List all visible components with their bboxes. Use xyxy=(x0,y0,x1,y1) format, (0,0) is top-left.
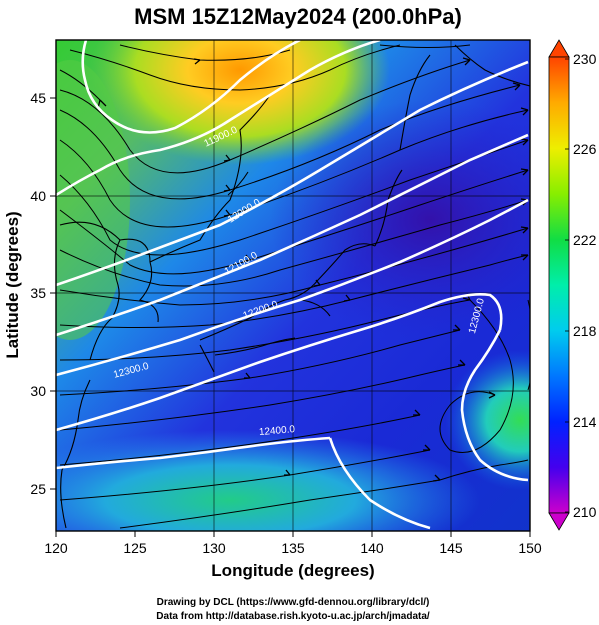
colorbar-tick-label: 214 xyxy=(573,414,597,430)
x-tick-label: 140 xyxy=(360,540,384,556)
x-tick-labels: 120 125 130 135 140 145 150 xyxy=(44,540,542,556)
warm-region xyxy=(90,40,390,165)
y-tick-label: 30 xyxy=(30,383,46,399)
y-tick-label: 35 xyxy=(30,285,46,301)
x-axis-title: Longitude (degrees) xyxy=(211,561,374,580)
streamlines xyxy=(59,44,530,529)
southern-warm-band xyxy=(56,430,480,531)
colorbar-tick-label: 210 xyxy=(573,504,597,520)
colorbar-tick-label: 222 xyxy=(573,232,597,248)
y-axis-title: Latitude (degrees) xyxy=(3,211,22,358)
y-tick-label: 45 xyxy=(30,90,46,106)
x-tick-label: 150 xyxy=(518,540,542,556)
colorbar-tick-label: 218 xyxy=(573,323,597,339)
plot-area: 11900.012000.012100.012200.012300.012400… xyxy=(56,40,530,531)
map-title: MSM 15Z12May2024 (200.0hPa) xyxy=(134,4,462,29)
credit-data: Data from http://database.rish.kyoto-u.a… xyxy=(156,611,430,622)
y-tick-label: 40 xyxy=(30,188,46,204)
north-green-region xyxy=(56,60,130,340)
x-tick-label: 125 xyxy=(123,540,147,556)
colorbar: 230 226 222 218 214 210 xyxy=(548,39,597,531)
x-tick-label: 135 xyxy=(281,540,305,556)
y-tick-labels: 45 40 35 30 25 xyxy=(30,90,46,497)
y-tick-label: 25 xyxy=(30,481,46,497)
credit-drawing: Drawing by DCL (https://www.gfd-dennou.o… xyxy=(157,597,430,608)
colorbar-scale xyxy=(548,56,570,514)
tick-marks xyxy=(50,97,531,537)
x-tick-label: 120 xyxy=(44,540,68,556)
colorbar-bottom-triangle xyxy=(548,512,570,531)
x-tick-label: 130 xyxy=(202,540,226,556)
colorbar-tick-label: 230 xyxy=(573,51,597,67)
height-contours xyxy=(56,40,529,530)
contour-label: 12400.0 xyxy=(258,424,295,438)
x-tick-label: 145 xyxy=(439,540,463,556)
cool-core xyxy=(270,100,530,340)
colorbar-tick-label: 226 xyxy=(573,141,597,157)
grid-lines xyxy=(56,40,530,531)
colorbar-top-triangle xyxy=(548,39,570,58)
